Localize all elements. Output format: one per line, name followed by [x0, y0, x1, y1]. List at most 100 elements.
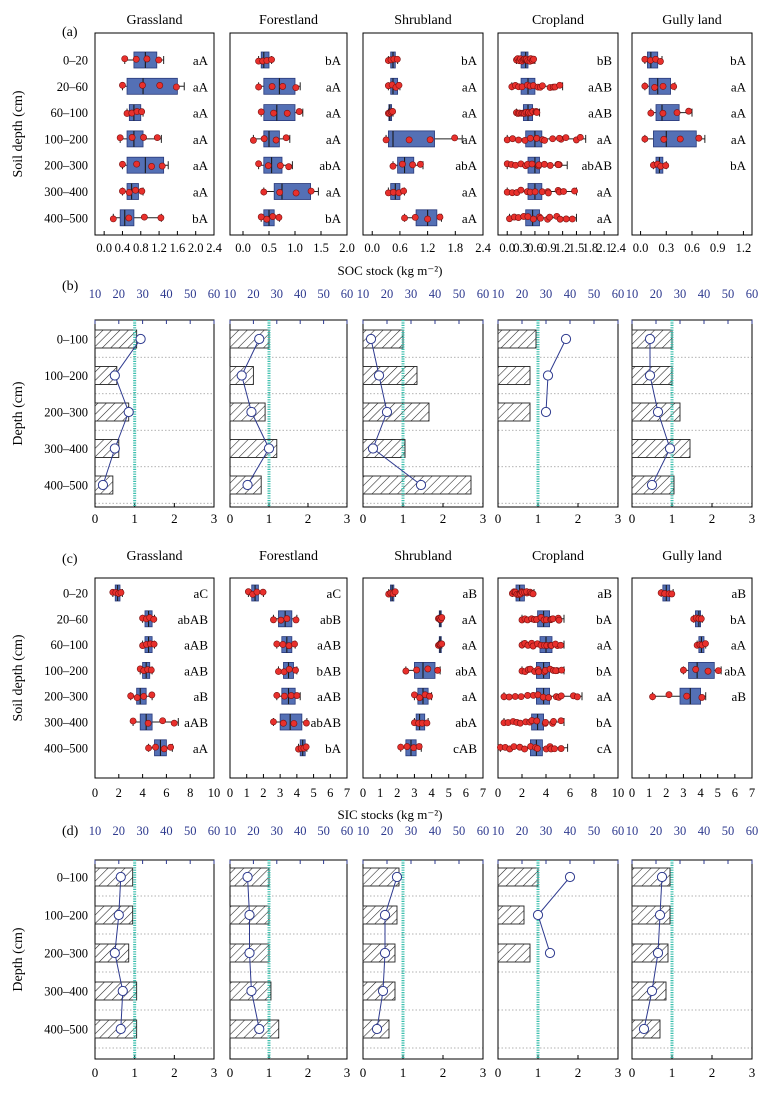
data-point [714, 667, 722, 675]
data-point [382, 136, 390, 144]
x-tick-label: 0 [360, 786, 366, 800]
top-tick-label: 10 [89, 287, 102, 301]
x-tick-label: 10 [208, 786, 221, 800]
data-point [660, 135, 668, 143]
subplot-title: Cropland [532, 13, 584, 28]
data-point [535, 668, 543, 676]
data-point [150, 615, 158, 623]
significance-letter: aA [326, 185, 342, 200]
top-tick-label: 20 [650, 287, 663, 301]
profile-point [254, 333, 265, 345]
data-point [303, 719, 310, 727]
data-point [125, 214, 133, 222]
profile-point [109, 947, 120, 959]
top-tick-label: 10 [492, 287, 505, 301]
x-tick-label: 6 [327, 786, 333, 800]
profile-point [242, 479, 253, 491]
depth-tick-label: 100–200 [44, 909, 88, 923]
depth-tick-label: 20–60 [57, 612, 88, 626]
depth-tick-label: 0–100 [57, 871, 88, 885]
x-tick-label: 5 [446, 786, 452, 800]
subplot-title: Forestland [259, 13, 318, 28]
data-point [399, 160, 406, 168]
subplot-title: Forestland [259, 549, 318, 564]
data-point [260, 135, 268, 143]
subplot-frame [497, 577, 619, 779]
x-tick-label: 7 [344, 786, 350, 800]
x-tick-label: 1.5 [569, 241, 585, 255]
significance-letter: aAB [588, 79, 612, 94]
data-point [438, 614, 446, 621]
top-tick-label: 10 [357, 824, 370, 838]
data-point [160, 745, 168, 753]
subplot-1: 0 1 2 3 10 20 30 40 50 60 [89, 287, 221, 526]
top-tick-label: 20 [650, 824, 663, 838]
data-point [662, 162, 670, 169]
data-point [170, 719, 178, 727]
x-tick-label: 6 [463, 786, 469, 800]
data-point [560, 188, 567, 195]
x-tick-label: 2 [305, 1065, 312, 1080]
significance-letter: aAB [588, 106, 612, 121]
top-tick-label: 10 [224, 287, 237, 301]
data-point [557, 717, 565, 725]
data-point [542, 718, 549, 726]
data-point [275, 668, 282, 675]
data-point [557, 745, 565, 752]
data-point [568, 215, 576, 223]
x-tick-label: 0.0 [96, 241, 112, 255]
x-tick-label: 0 [92, 786, 98, 800]
depth-tick-label: 200–300 [44, 690, 88, 704]
significance-letter: aA [597, 132, 613, 147]
data-point [527, 134, 534, 142]
x-tick-label: 1 [131, 511, 138, 526]
x-tick-label: 1 [669, 1065, 676, 1080]
significance-letter: bA [325, 53, 342, 68]
top-tick-label: 10 [224, 824, 237, 838]
data-point [411, 691, 418, 699]
subplot-grassland: Grassland 0.0 0.4 0.8 1.2 1.6 2.0 2.4 aA aA aA aA aA… [94, 13, 223, 255]
profile-point [263, 443, 275, 454]
significance-letter: aAB [317, 689, 341, 704]
data-point [673, 109, 681, 117]
significance-letter: aA [193, 79, 209, 94]
data-point [132, 55, 140, 63]
x-tick-label: 0.4 [115, 241, 131, 255]
data-point [167, 743, 175, 751]
data-point [279, 83, 287, 90]
significance-letter: aA [462, 638, 478, 653]
data-point [290, 720, 298, 727]
profile-point [135, 333, 146, 345]
x-tick-label: 0 [495, 511, 502, 526]
x-tick-label: 1 [400, 511, 407, 526]
panel-label: (c) [62, 552, 78, 567]
profile-point [532, 909, 544, 921]
top-tick-label: 50 [453, 824, 466, 838]
data-point [683, 692, 691, 700]
x-tick-label: 0 [92, 1065, 99, 1080]
top-tick-label: 60 [477, 287, 490, 301]
depth-tick-label: 400–500 [44, 1023, 88, 1037]
data-point [140, 692, 148, 700]
data-point [157, 214, 165, 222]
x-tick-label: 0.5 [261, 241, 277, 255]
top-tick-label: 40 [564, 824, 577, 838]
x-tick-label: 0 [629, 1065, 636, 1080]
significance-letter: bA [596, 715, 613, 730]
data-point [140, 213, 148, 221]
data-point [556, 81, 564, 89]
depth-tick-label: 200–300 [44, 406, 88, 420]
data-point [249, 136, 257, 144]
data-point [400, 187, 408, 195]
data-point [651, 84, 659, 91]
x-tick-label: 1 [266, 1065, 273, 1080]
significance-letter: bA [596, 663, 613, 678]
data-point [558, 666, 566, 674]
top-tick-label: 50 [317, 824, 330, 838]
x-tick-label: 2 [171, 511, 178, 526]
data-point [517, 693, 525, 700]
y-axis-label: Soil depth (cm) [11, 90, 26, 177]
x-tick-label: 10 [612, 786, 625, 800]
data-point [253, 588, 261, 596]
